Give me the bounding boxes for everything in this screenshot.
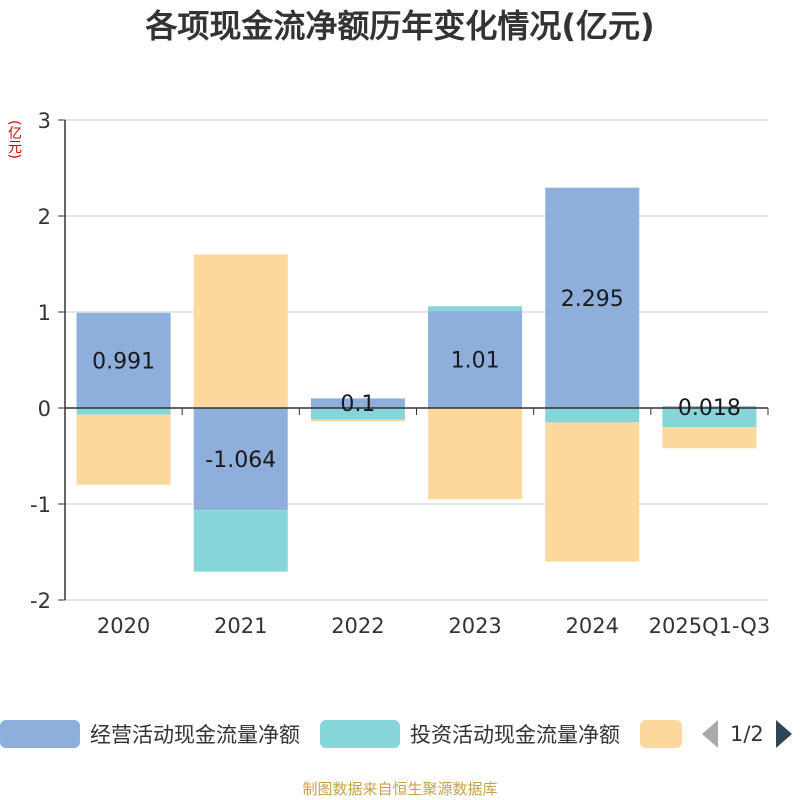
chart-legend: 经营活动现金流量净额 投资活动现金流量净额 1/2 — [0, 716, 800, 752]
y-tick-label: 0 — [38, 397, 51, 421]
next-page-icon[interactable] — [775, 720, 792, 748]
bar-3-2024 — [545, 422, 640, 562]
x-tick-label: 2022 — [331, 614, 384, 638]
data-label: 0.991 — [92, 349, 155, 374]
legend-pager: 1/2 — [702, 716, 792, 752]
bar-3-2022 — [310, 419, 405, 422]
bar-1-2023 — [428, 311, 523, 408]
data-source-note: 制图数据来自恒生聚源数据库 — [302, 780, 498, 798]
data-label: 0.1 — [340, 392, 375, 417]
legend-swatch-financing — [640, 720, 682, 748]
legend-label-operating: 经营活动现金流量净额 — [90, 723, 300, 747]
bar-3-2025Q1-Q3 — [662, 427, 757, 449]
y-tick-label: 2 — [38, 205, 51, 229]
bar-2-2020 — [76, 408, 171, 415]
bar-1-2021 — [193, 408, 288, 511]
y-tick-label: -2 — [30, 589, 51, 613]
bar-1-2025Q1-Q3 — [662, 406, 757, 408]
bar-2-2021 — [193, 510, 288, 572]
y-tick-label: -1 — [30, 493, 51, 517]
y-axis-unit-label: (亿元) — [6, 120, 22, 159]
x-tick-label: 2021 — [214, 614, 267, 638]
bar-1-2020 — [76, 312, 171, 408]
bar-1-2024 — [545, 187, 640, 408]
chart-title: 各项现金流净额历年变化情况(亿元) — [145, 7, 655, 45]
y-tick-label: 1 — [38, 301, 51, 325]
legend-item-financing[interactable] — [640, 716, 692, 752]
data-label: -1.064 — [205, 448, 276, 473]
legend-item-investing[interactable]: 投资活动现金流量净额 — [320, 716, 620, 752]
data-label: 0.018 — [678, 396, 741, 421]
x-tick-label: 2024 — [566, 614, 619, 638]
bar-2-2022 — [310, 408, 405, 420]
y-tick-label: 3 — [38, 109, 51, 133]
data-label: 2.295 — [561, 287, 624, 312]
bar-3-2021 — [193, 254, 288, 408]
x-tick-label: 2023 — [448, 614, 501, 638]
bar-2-2025Q1-Q3 — [662, 408, 757, 428]
legend-label-investing: 投资活动现金流量净额 — [410, 723, 620, 747]
legend-swatch-investing — [320, 720, 400, 748]
legend-swatch-operating — [0, 720, 80, 748]
data-label: 1.01 — [451, 349, 500, 374]
bar-3-2023 — [428, 408, 523, 500]
bar-3-2020 — [76, 414, 171, 485]
x-tick-label: 2020 — [97, 614, 150, 638]
bar-1-2022 — [310, 398, 405, 408]
legend-page-indicator: 1/2 — [730, 722, 764, 746]
prev-page-icon[interactable] — [702, 720, 718, 748]
chart-plot: -2 -1 0 1 2 3 0.991 -1.064 0.1 1.01 2.295 0.018 2020… — [30, 109, 771, 638]
legend-item-operating[interactable]: 经营活动现金流量净额 — [0, 716, 300, 752]
bar-2-2023 — [428, 306, 523, 312]
x-tick-label: 2025Q1-Q3 — [649, 614, 771, 638]
bar-2-2024 — [545, 408, 640, 423]
